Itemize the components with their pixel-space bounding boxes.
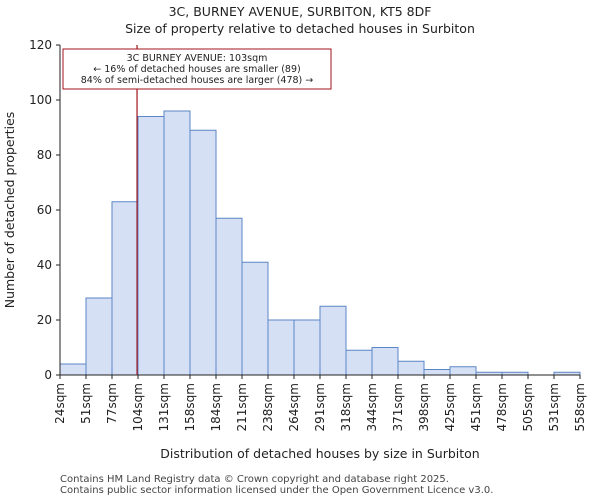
bar-184sqm (215, 217, 243, 376)
annotation-line2: ← 16% of detached houses are smaller (89… (93, 64, 300, 75)
bar-238sqm (267, 319, 295, 376)
x-tick-label: 371sqm (391, 383, 405, 431)
annotation-box: 3C BURNEY AVENUE: 103sqm ← 16% of detach… (62, 48, 332, 90)
footer-line2: Contains public sector information licen… (60, 485, 494, 496)
x-axis-label: Distribution of detached houses by size … (160, 446, 479, 461)
x-tick-label: 291sqm (313, 383, 327, 431)
bar-51sqm (85, 297, 113, 376)
bar-131sqm (163, 110, 191, 376)
bar-371sqm (397, 360, 425, 376)
x-tick-label: 158sqm (183, 383, 197, 431)
y-tick-label: 20 (37, 313, 52, 327)
bar-104sqm (137, 116, 165, 376)
x-tick-label: 24sqm (53, 383, 67, 424)
bar-291sqm (319, 305, 347, 376)
x-tick-label: 238sqm (261, 383, 275, 431)
y-axis-label: Number of detached properties (2, 112, 17, 309)
bars-group (59, 110, 581, 376)
x-tick-label: 184sqm (209, 383, 223, 431)
bar-211sqm (241, 261, 269, 376)
x-tick-label: 318sqm (339, 383, 353, 431)
x-tick-label: 211sqm (235, 383, 249, 431)
bar-158sqm (189, 129, 217, 376)
x-tick-label: 51sqm (79, 383, 93, 424)
footer-line1: Contains HM Land Registry data © Crown c… (60, 474, 449, 485)
bar-318sqm (345, 349, 373, 376)
bar-77sqm (111, 201, 139, 376)
x-tick-label: 264sqm (287, 383, 301, 431)
y-axis: 0 20 40 60 80 100 120 (29, 38, 61, 382)
bar-344sqm (371, 347, 399, 376)
x-tick-label: 531sqm (547, 383, 561, 431)
x-tick-label: 398sqm (417, 383, 431, 431)
y-tick-label: 0 (44, 368, 52, 382)
y-tick-label: 60 (37, 203, 52, 217)
x-tick-label: 558sqm (573, 383, 587, 431)
x-tick-label: 425sqm (443, 383, 457, 431)
y-tick-label: 80 (37, 148, 52, 162)
y-tick-label: 120 (29, 38, 52, 52)
x-tick-label: 344sqm (365, 383, 379, 431)
chart-title-line1: 3C, BURNEY AVENUE, SURBITON, KT5 8DF (169, 4, 432, 19)
bar-425sqm (449, 366, 477, 376)
x-tick-label: 131sqm (157, 383, 171, 431)
bar-398sqm (423, 369, 451, 376)
x-tick-label: 104sqm (131, 383, 145, 431)
x-axis: 24sqm 51sqm 77sqm 104sqm 131sqm 158sqm 184sqm 2… (53, 374, 587, 431)
annotation-line3: 84% of semi-detached houses are larger (… (81, 75, 314, 86)
y-tick-label: 40 (37, 258, 52, 272)
annotation-line1: 3C BURNEY AVENUE: 103sqm (127, 53, 268, 64)
bar-24sqm (59, 363, 87, 376)
x-tick-label: 505sqm (521, 383, 535, 431)
annotation-border (62, 48, 332, 90)
x-tick-label: 451sqm (469, 383, 483, 431)
x-tick-label: 77sqm (105, 383, 119, 424)
bar-264sqm (293, 319, 321, 376)
chart-title-line2: Size of property relative to detached ho… (125, 21, 475, 36)
x-tick-label: 478sqm (495, 383, 509, 431)
y-tick-label: 100 (29, 93, 52, 107)
